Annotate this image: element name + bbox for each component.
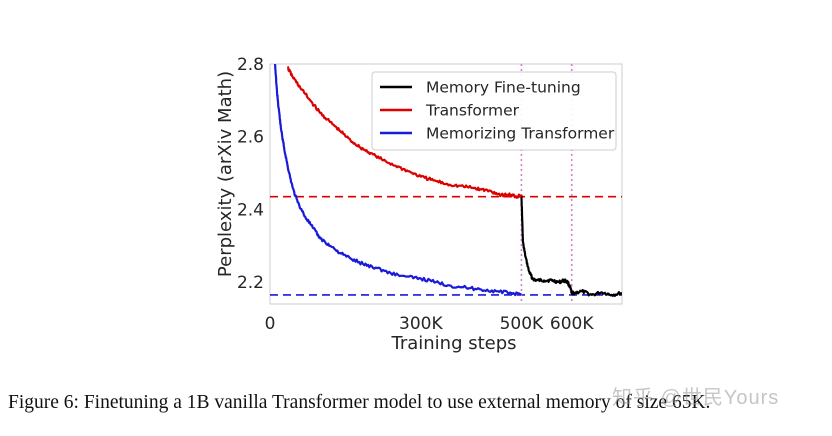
y-axis: 2.2 2.4 2.6 2.8 <box>237 55 264 293</box>
watermark: 知乎 @世民Yours <box>612 387 780 409</box>
x-axis-label: Training steps <box>390 333 516 354</box>
y-tick-label: 2.2 <box>237 273 264 293</box>
plot-frame <box>269 63 623 305</box>
legend-label: Memory Fine-tuning <box>426 79 581 97</box>
y-tick-label: 2.4 <box>237 200 264 220</box>
series-line-memorizing-transformer <box>273 64 523 297</box>
legend-label: Memorizing Transformer <box>426 125 615 143</box>
series-line-transformer <box>287 66 523 199</box>
y-tick-label: 2.6 <box>237 128 264 148</box>
legend-box <box>371 71 617 151</box>
x-axis: 0 300K 500K 600K <box>265 314 595 334</box>
y-tick-label: 2.8 <box>237 55 264 75</box>
legend-label: Transformer <box>425 102 520 120</box>
x-tick-label: 300K <box>399 314 443 334</box>
x-tick-label: 0 <box>265 314 276 334</box>
legend: Memory Fine-tuning Transformer Memorizing … <box>371 71 617 151</box>
series-line-memory-fine-tuning <box>520 194 622 297</box>
x-tick-label: 600K <box>550 314 594 334</box>
chart: 0 300K 500K 600K 2.2 2.4 2.6 2.8 Training step… <box>215 55 623 354</box>
y-axis-label: Perplexity (arXiv Math) <box>215 71 236 277</box>
figure-caption: Figure 6: Finetuning a 1B vanilla Transf… <box>8 392 711 413</box>
x-tick-label: 500K <box>500 314 544 334</box>
